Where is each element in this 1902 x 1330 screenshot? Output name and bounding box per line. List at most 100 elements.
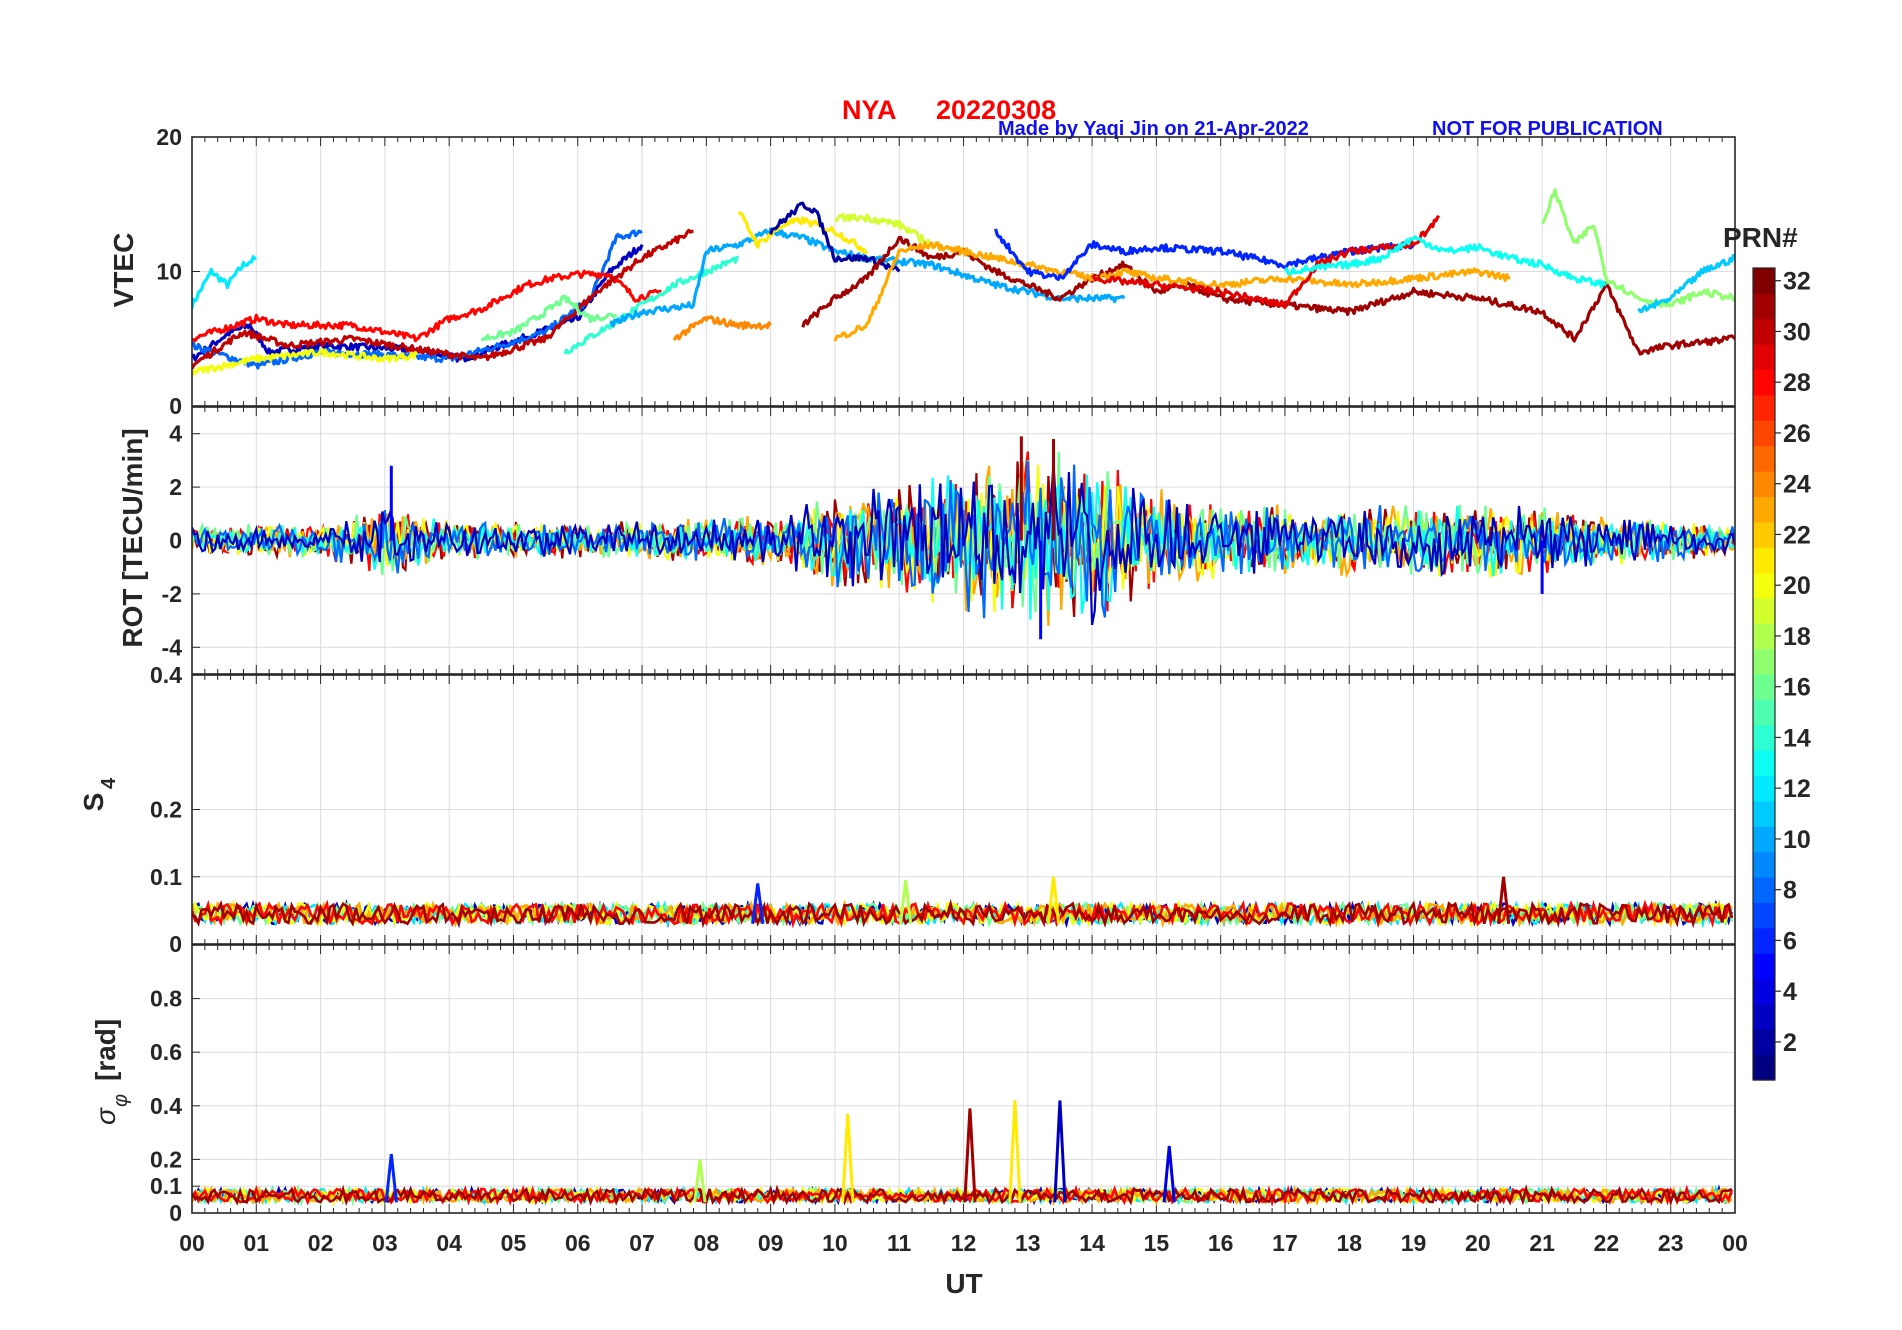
colorbar-level: [1753, 648, 1775, 675]
y-tick-label: 0: [169, 1200, 182, 1226]
colorbar-tick-label: 16: [1783, 674, 1811, 702]
colorbar-tick-label: 10: [1783, 826, 1811, 854]
credit-text: Made by Yaqi Jin on 21-Apr-2022: [998, 118, 1309, 140]
vtec-ylabel: VTEC: [108, 233, 139, 308]
colorbar-level: [1753, 750, 1775, 777]
sigma_phi-series-group: [192, 1100, 1734, 1208]
x-tick-label: 01: [243, 1230, 269, 1256]
colorbar-tick-label: 32: [1783, 268, 1811, 296]
sigma-phi-ylabel: σ φ [rad]: [90, 1019, 132, 1125]
colorbar-level: [1753, 547, 1775, 574]
x-tick-label: 04: [436, 1230, 462, 1256]
sigma_phi-spike: [693, 1159, 707, 1203]
y-tick-label: 10: [156, 259, 182, 285]
x-tick-label: 12: [951, 1230, 977, 1256]
colorbar-tick-label: 12: [1783, 775, 1811, 803]
sigma_phi-spike: [1053, 1100, 1067, 1203]
date-title: 20220308: [936, 95, 1056, 125]
sigma_phi-grid: [191, 945, 1736, 1214]
s4-panel: 0 0.1 0.2 0.4: [150, 662, 1736, 957]
sigma-ylabel-unit: [rad]: [90, 1019, 121, 1081]
s4-spike: [1046, 876, 1061, 924]
colorbar-level: [1753, 775, 1775, 802]
y-tick-label: 0: [169, 393, 182, 419]
colorbar-tick-label: 4: [1783, 978, 1797, 1006]
y-tick-label: 20: [156, 124, 182, 150]
colorbar-tick-label: 22: [1783, 521, 1811, 549]
y-tick-label: 0.4: [150, 1093, 182, 1119]
colorbar-tick-label: 30: [1783, 318, 1811, 346]
sigma-ylabel-sub: φ: [110, 1094, 132, 1107]
x-tick-label: 00: [1722, 1230, 1748, 1256]
x-tick-label: 00: [179, 1230, 205, 1256]
colorbar-level: [1753, 1003, 1775, 1030]
rot-ylabel: ROT [TECU/min]: [117, 428, 148, 647]
s4-spike: [751, 883, 765, 925]
rot-series-group: [192, 436, 1735, 640]
y-tick-label: 0: [169, 931, 182, 957]
colorbar-label: PRN#: [1723, 222, 1798, 253]
colorbar-level: [1753, 445, 1775, 472]
x-tick-label: 06: [565, 1230, 591, 1256]
colorbar-level: [1753, 877, 1775, 903]
colorbar-level: [1753, 369, 1775, 396]
vtec-series-prn-20: [192, 347, 419, 376]
colorbar-level: [1753, 597, 1775, 624]
colorbar-level: [1753, 978, 1775, 1005]
sigma-ylabel-main: σ: [90, 1107, 121, 1125]
vtec-series-prn-28: [192, 269, 662, 343]
vtec-series-prn-31: [801, 235, 1735, 356]
vtec-series-prn-12: [192, 255, 257, 309]
x-tick-label: 17: [1272, 1230, 1298, 1256]
vtec-series-prn-6: [994, 228, 1415, 281]
vtec-series-prn-29: [1091, 215, 1441, 310]
y-tick-label: -2: [162, 581, 182, 607]
y-tick-label: -4: [162, 634, 183, 660]
x-tick-label: 03: [372, 1230, 398, 1256]
x-tick-label: 23: [1658, 1230, 1684, 1256]
rot-panel: -4 -2 0 2 4: [162, 406, 1736, 675]
s4-spike: [899, 879, 913, 925]
colorbar-frame: [1752, 267, 1776, 1081]
notice-text: NOT FOR PUBLICATION: [1432, 118, 1663, 140]
x-tick-label: 02: [308, 1230, 334, 1256]
y-tick-label: 0.1: [150, 1173, 182, 1199]
colorbar-level: [1753, 521, 1775, 548]
sigma_phi-frame: [191, 944, 1736, 1214]
colorbar-tick-label: 28: [1783, 369, 1811, 397]
colorbar-level: [1753, 572, 1775, 599]
vtec-series-prn-3: [192, 244, 644, 363]
colorbar-tick-label: 20: [1783, 572, 1811, 600]
colorbar-tick-label: 6: [1783, 927, 1797, 955]
x-tick-label: 09: [758, 1230, 784, 1256]
vtec-series-prn-23: [833, 241, 1511, 342]
x-tick-label: 19: [1401, 1230, 1427, 1256]
sigma_phi-series-prn-31: [192, 1184, 1733, 1207]
vtec-series-prn-17: [1540, 188, 1735, 308]
sigma_phi-spike: [1162, 1145, 1176, 1203]
s4-frame: [191, 674, 1736, 945]
x-tick-label: 15: [1144, 1230, 1170, 1256]
vtec-series-prn-11: [1637, 253, 1735, 314]
x-tick-label: 16: [1208, 1230, 1234, 1256]
colorbar-level: [1753, 496, 1775, 523]
rot-series-prn-8: [192, 461, 1735, 619]
x-tick-label: 13: [1015, 1230, 1041, 1256]
sigma_phi-spike: [841, 1113, 855, 1203]
x-tick-label: 20: [1465, 1230, 1491, 1256]
s4-spike: [1496, 876, 1511, 924]
colorbar-level: [1753, 674, 1775, 700]
colorbar-level: [1753, 902, 1775, 929]
y-tick-label: 4: [169, 421, 182, 447]
colorbar-tick-label: 8: [1783, 877, 1797, 905]
colorbar-level: [1753, 1029, 1775, 1056]
s4-ylabel-main: S: [78, 793, 109, 812]
vtec-series-prn-21: [737, 210, 869, 255]
y-tick-label: 0.2: [150, 797, 182, 823]
vtec-series-prn-19: [834, 212, 932, 247]
colorbar-level: [1753, 268, 1775, 294]
s4-series-prn-31: [192, 898, 1734, 929]
colorbar-level: [1753, 293, 1775, 320]
y-tick-label: 0: [169, 528, 182, 554]
